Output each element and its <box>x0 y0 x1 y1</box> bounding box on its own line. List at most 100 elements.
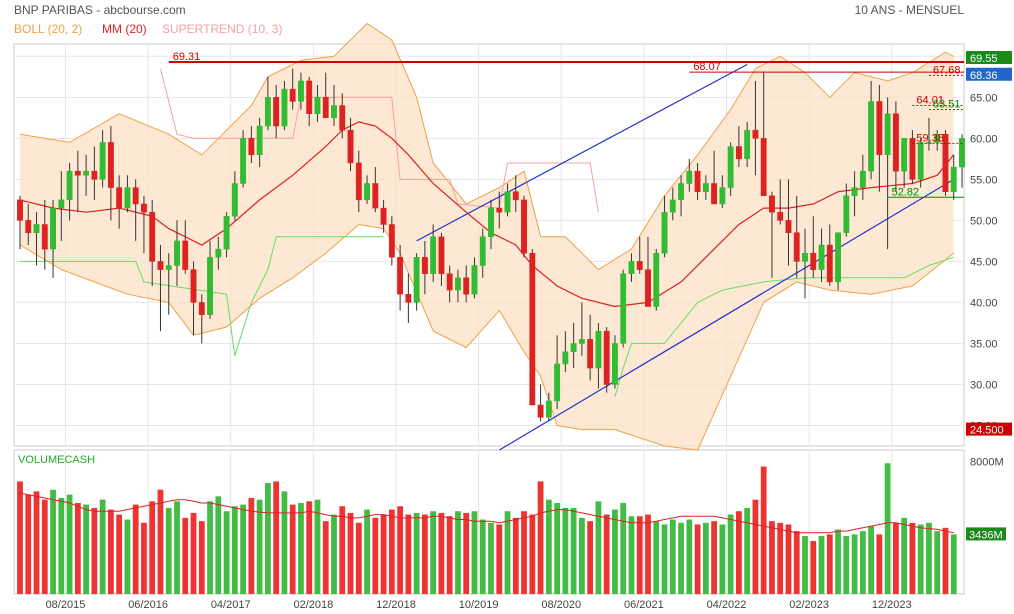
period-label: 10 ANS - MENSUEL <box>855 3 965 17</box>
bollinger-lower-line <box>19 223 955 451</box>
candle-body <box>256 125 263 156</box>
candle-body <box>455 277 461 291</box>
volume-bar <box>876 534 883 594</box>
candle-body <box>215 248 222 258</box>
volume-bar <box>479 519 486 594</box>
volume-bar <box>859 531 866 594</box>
volume-bar <box>496 524 503 594</box>
volume-bar <box>595 501 602 594</box>
candle-body <box>17 199 23 221</box>
volume-bar <box>165 507 172 594</box>
volume-bar <box>917 524 924 594</box>
candle-body <box>240 138 247 184</box>
volume-bar <box>17 481 23 594</box>
volume-bar <box>901 517 908 594</box>
candle-body <box>463 277 470 295</box>
volume-bar <box>678 522 684 594</box>
candle-body <box>116 187 123 209</box>
candle-body <box>74 170 81 176</box>
candle-body <box>702 183 709 192</box>
volume-bar <box>132 504 139 594</box>
volume-bar <box>752 499 759 594</box>
price-tag-label: 24.500 <box>970 425 1004 437</box>
candle-body <box>587 339 594 369</box>
candle-body <box>438 236 445 274</box>
candle-body <box>405 293 412 303</box>
candle-body <box>884 113 891 156</box>
volume-bar <box>669 519 676 594</box>
volume-bar <box>777 522 784 594</box>
y-tick-label: 45.00 <box>970 256 998 268</box>
volume-bar <box>339 506 346 594</box>
candle-body <box>851 187 858 197</box>
candle-body <box>512 191 519 201</box>
level-label: 64.01 <box>916 94 944 106</box>
y-tick-label: 40.00 <box>970 297 998 309</box>
candle-body <box>496 207 503 213</box>
volume-bar <box>570 507 577 594</box>
volume-bar <box>273 481 280 594</box>
candle-body <box>182 240 189 270</box>
y-tick-label: 55.00 <box>970 174 998 186</box>
volume-bar <box>430 511 437 594</box>
volume-bar <box>124 519 131 594</box>
x-tick-label: 12/2018 <box>376 599 416 611</box>
volume-bar <box>744 507 751 594</box>
candle-body <box>777 211 784 221</box>
candle-body <box>645 269 651 307</box>
candle-body <box>413 257 420 303</box>
volume-bar <box>785 524 792 594</box>
volume-bar <box>298 502 304 594</box>
candle-body <box>388 224 395 258</box>
candle-body <box>760 138 767 197</box>
candle-body <box>223 216 230 250</box>
volume-bar <box>355 522 362 594</box>
volume-bar <box>636 516 643 594</box>
volume-bar <box>769 521 775 594</box>
candle-body <box>868 101 875 172</box>
candle-body <box>281 88 288 127</box>
candle-body <box>141 203 147 213</box>
candle-body <box>174 240 180 266</box>
candle-body <box>595 330 602 369</box>
x-tick-label: 08/2015 <box>46 599 86 611</box>
candle-body <box>620 273 627 344</box>
x-tick-label: 08/2020 <box>541 599 581 611</box>
candle-body <box>669 199 676 213</box>
volume-bar <box>950 534 957 594</box>
volume-bar <box>223 511 230 594</box>
volume-bar <box>736 511 742 594</box>
volume-bar <box>446 516 453 594</box>
volume-bar <box>388 509 395 594</box>
x-tick-label: 06/2016 <box>128 599 168 611</box>
candle-body <box>826 244 833 283</box>
level-label: 68.07 <box>693 61 721 73</box>
volume-bar <box>99 499 106 594</box>
volume-bar <box>157 489 164 594</box>
volume-bar <box>372 517 379 594</box>
candle-body <box>950 166 957 192</box>
candle-body <box>207 257 213 315</box>
volume-bar <box>463 512 470 594</box>
level-label: 63.51 <box>933 99 961 111</box>
volume-bar <box>694 524 701 594</box>
candle-body <box>917 142 924 180</box>
candle-body <box>529 252 536 406</box>
candle-body <box>735 146 742 160</box>
volume-bar <box>645 514 651 594</box>
volume-bar <box>529 514 536 594</box>
price-tag-label: 69.55 <box>970 53 998 65</box>
candle-body <box>578 339 585 344</box>
candle-body <box>347 129 354 164</box>
candle-body <box>521 199 527 254</box>
bollinger-fill <box>20 23 954 451</box>
candle-body <box>430 236 437 274</box>
candle-body <box>248 138 255 156</box>
candlesticks <box>17 68 965 422</box>
volume-bar <box>612 509 618 594</box>
volume-last-tag-label: 3436M <box>969 529 1003 541</box>
volume-bar <box>380 514 387 594</box>
candle-body <box>58 199 65 209</box>
volume-bar <box>265 483 271 594</box>
volume-bar <box>413 512 420 594</box>
